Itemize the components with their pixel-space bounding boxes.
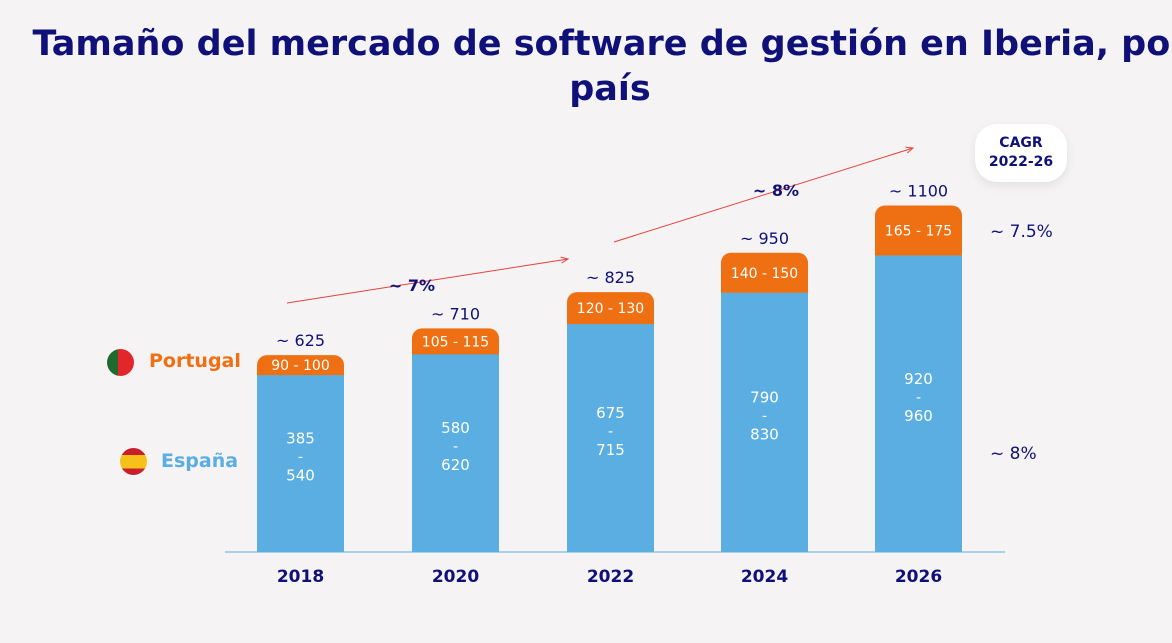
label-espana-low-2020: 580: [441, 419, 470, 437]
cagr-label: CAGR: [999, 135, 1043, 151]
label-espana-dash-2018: -: [298, 450, 303, 466]
label-portugal-2020: 105 - 115: [422, 334, 489, 350]
label-espana-low-2022: 675: [596, 404, 625, 422]
legend-portugal: Portugal: [149, 350, 241, 372]
label-espana-low-2024: 790: [750, 388, 779, 406]
bar-espana-2018: [257, 375, 344, 552]
cagr-espana: ~ 8%: [990, 444, 1037, 464]
total-label-2026: ~ 1100: [889, 182, 948, 201]
portugal-flag-icon: [107, 349, 134, 376]
label-espana-low-2026: 920: [904, 370, 933, 388]
label-espana-high-2020: 620: [441, 456, 470, 474]
bar-espana-2024: [721, 292, 808, 552]
cagr-portugal: ~ 7.5%: [990, 222, 1053, 242]
x-tick-2018: 2018: [277, 567, 324, 587]
label-portugal-2024: 140 - 150: [731, 266, 798, 282]
label-portugal-2018: 90 - 100: [271, 358, 330, 374]
growth-arrow-2022-2026: [613, 148, 913, 243]
label-espana-high-2026: 960: [904, 407, 933, 425]
growth-label-2022-2026: ~ 8%: [753, 181, 799, 200]
spain-flag-icon: [120, 448, 147, 475]
label-espana-high-2018: 540: [286, 467, 315, 485]
label-espana-high-2024: 830: [750, 425, 779, 443]
total-label-2020: ~ 710: [431, 304, 480, 323]
label-espana-low-2018: 385: [286, 430, 315, 448]
label-espana-dash-2022: -: [608, 424, 613, 440]
x-tick-2024: 2024: [741, 567, 788, 587]
label-espana-dash-2024: -: [762, 408, 767, 424]
total-label-2022: ~ 825: [586, 268, 635, 287]
label-portugal-2022: 120 - 130: [577, 301, 644, 317]
label-portugal-2026: 165 - 175: [885, 224, 952, 240]
label-espana-dash-2020: -: [453, 439, 458, 455]
growth-arrow-2018-2022: [286, 259, 568, 304]
bar-espana-2020: [412, 354, 499, 552]
x-tick-2026: 2026: [895, 567, 942, 587]
x-tick-2022: 2022: [587, 567, 634, 587]
growth-label-2018-2022: ~ 7%: [389, 276, 435, 295]
cagr-period: 2022-26: [988, 154, 1054, 170]
total-label-2024: ~ 950: [740, 229, 789, 248]
bar-espana-2026: [875, 255, 962, 552]
bar-espana-2022: [567, 324, 654, 552]
label-espana-dash-2026: -: [916, 390, 921, 406]
label-espana-high-2022: 715: [596, 441, 625, 459]
legend-espana: España: [161, 450, 239, 472]
total-label-2018: ~ 625: [276, 331, 325, 350]
cagr-box: CAGR 2022-26: [975, 124, 1067, 182]
chart-title: Tamaño del mercado de software de gestió…: [32, 24, 1172, 109]
x-tick-2020: 2020: [432, 567, 479, 587]
